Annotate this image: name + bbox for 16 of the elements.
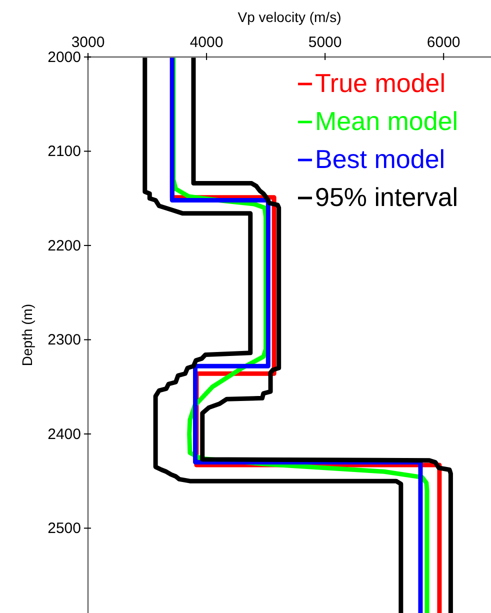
x-tick-label: 3000 (71, 34, 105, 51)
x-tick-label: 5000 (308, 34, 342, 51)
x-tick-label: 4000 (190, 34, 224, 51)
y-tick-label: 2400 (48, 426, 81, 443)
x-tick-label: 6000 (426, 34, 460, 51)
y-tick-label: 2500 (48, 520, 81, 538)
y-tick-label: 2000 (48, 49, 81, 66)
x-axis-title: Vp velocity (m/s) (238, 9, 342, 25)
legend-label: Best model (315, 144, 446, 174)
legend-label: Mean model (315, 106, 458, 136)
legend-label: True model (315, 68, 446, 98)
y-tick-label: 2300 (48, 332, 81, 349)
y-tick-label: 2200 (48, 237, 81, 254)
y-tick-label: 2100 (48, 143, 81, 160)
y-axis-title: Depth (m) (19, 304, 35, 366)
legend-label: 95% interval (315, 182, 458, 212)
